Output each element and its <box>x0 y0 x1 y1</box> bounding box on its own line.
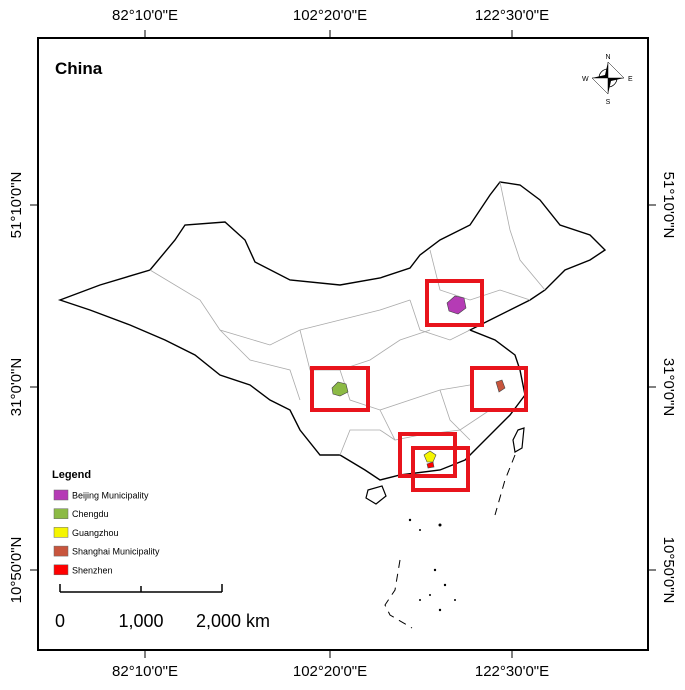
legend-label: Shanghai Municipality <box>72 547 160 557</box>
scale-label: 1,000 <box>118 611 163 631</box>
graticule-ticks <box>30 30 656 658</box>
province-borders <box>149 181 546 456</box>
lat-label: 10°50'0"N <box>660 537 677 604</box>
legend-swatch <box>53 545 69 557</box>
lon-label: 102°20'0"E <box>293 663 367 680</box>
region <box>446 295 467 315</box>
region <box>423 450 437 463</box>
lon-label: 82°10'0"E <box>112 663 178 680</box>
region <box>426 461 435 469</box>
legend-label: Shenzhen <box>72 565 113 575</box>
scale-label: 2,000 km <box>196 611 270 631</box>
scale-bar <box>59 584 223 593</box>
compass-label: N <box>605 54 610 61</box>
country-outline <box>57 181 607 481</box>
lat-label: 51°10'0"N <box>660 172 677 239</box>
scale-label: 0 <box>55 611 65 631</box>
legend-label: Beijing Municipality <box>72 491 149 501</box>
lon-label: 122°30'0"E <box>475 663 549 680</box>
region <box>331 381 349 397</box>
compass-label: S <box>606 99 611 106</box>
legend-title: Legend <box>52 469 91 481</box>
map-title: China <box>55 59 103 78</box>
compass-label: E <box>628 76 633 83</box>
lat-label: 10°50'0"N <box>8 537 25 604</box>
islands <box>384 454 516 629</box>
lon-label: 82°10'0"E <box>112 7 178 24</box>
legend-swatch <box>53 527 69 538</box>
taiwan <box>512 427 525 453</box>
highlight-boxes <box>310 279 528 492</box>
legend-swatch <box>53 564 69 576</box>
compass-label: W <box>582 76 589 83</box>
legend-label: Guangzhou <box>72 528 119 538</box>
legend-label: Chengdu <box>72 509 109 519</box>
lon-label: 102°20'0"E <box>293 7 367 24</box>
lat-label: 31°0'0"N <box>660 358 677 416</box>
legend: Beijing Municipality Chengdu Guangzhou Shan… <box>53 489 160 576</box>
lon-label: 122°30'0"E <box>475 7 549 24</box>
lat-label: 31°0'0"N <box>8 358 25 416</box>
lat-label: 51°10'0"N <box>8 172 25 239</box>
legend-swatch <box>53 508 69 519</box>
region <box>495 379 506 393</box>
hainan <box>365 485 387 505</box>
legend-swatch <box>53 489 69 501</box>
compass-rose: N S E W <box>582 54 633 106</box>
